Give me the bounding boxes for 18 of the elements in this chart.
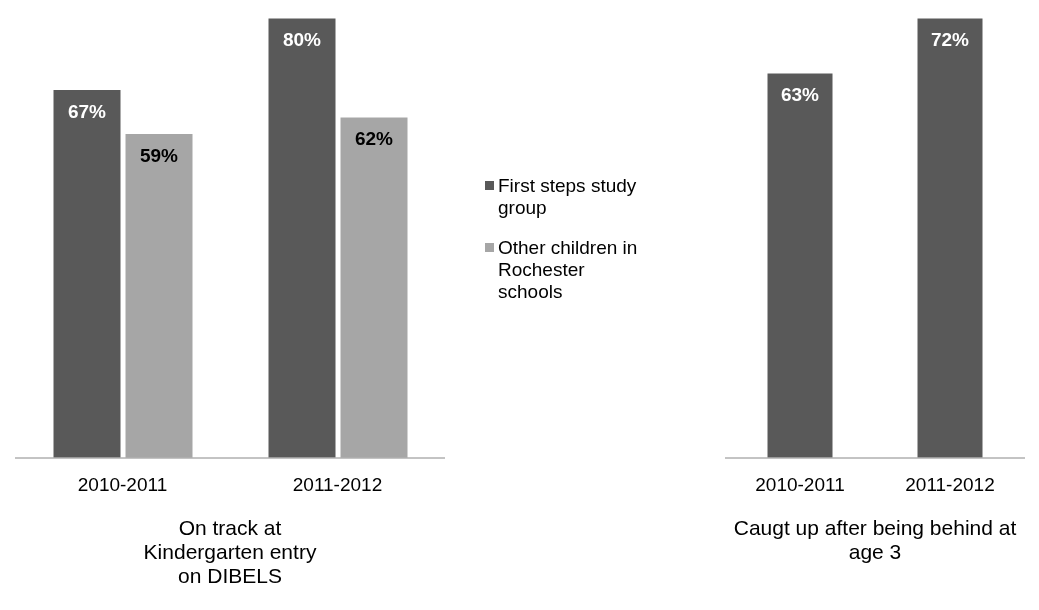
x-tick-label: 2011-2012 <box>905 474 995 496</box>
x-tick-label: 2010-2011 <box>77 474 168 496</box>
data-label: 63% <box>780 84 820 105</box>
legend-label: Other children in Rochester schools <box>498 237 638 303</box>
bar <box>339 116 409 459</box>
x-tick-label: 2010-2011 <box>755 474 845 496</box>
bar <box>267 17 337 459</box>
data-label: 59% <box>139 144 179 166</box>
bar <box>52 89 122 459</box>
data-label: 62% <box>354 128 394 149</box>
legend-label: First steps study group <box>498 175 638 219</box>
data-label: 80% <box>282 29 322 50</box>
x-axis-title: Caugt up after being behind at age 3 <box>732 516 1018 564</box>
data-label: 72% <box>930 29 970 50</box>
x-axis-title: On track at Kindergarten entry on DIBELS <box>142 516 318 588</box>
x-tick-label: 2011-2012 <box>292 474 383 496</box>
bar <box>124 133 194 459</box>
data-label: 67% <box>67 100 107 122</box>
